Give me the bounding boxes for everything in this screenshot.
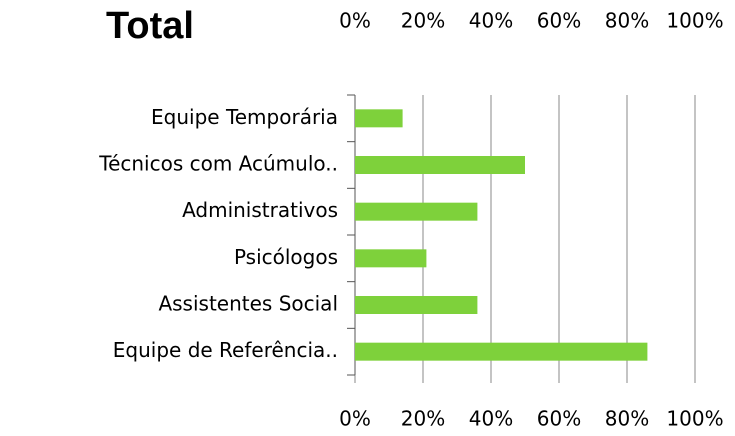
y-tick-label: Técnicos com Acúmulo.. (98, 152, 338, 176)
bar (355, 156, 525, 174)
x-tick-label-top: 60% (537, 9, 581, 33)
y-tick-label: Administrativos (182, 198, 338, 222)
x-tick-label-bottom: 40% (469, 407, 513, 431)
bar (355, 342, 648, 361)
bar (355, 202, 478, 221)
x-tick-label-top: 80% (605, 9, 649, 33)
x-tick-label-bottom: 0% (339, 407, 371, 431)
x-tick-label-top: 40% (469, 9, 513, 33)
x-tick-label-bottom: 100% (666, 407, 723, 431)
x-tick-label-top: 0% (339, 9, 371, 33)
y-tick-label: Psicólogos (234, 245, 338, 269)
x-tick-label-top: 20% (401, 9, 445, 33)
x-tick-label-bottom: 20% (401, 407, 445, 431)
chart-title: Total (106, 5, 194, 47)
y-tick-label: Equipe de Referência.. (113, 338, 338, 362)
bar (355, 109, 403, 128)
bar (355, 249, 427, 268)
y-tick-label: Equipe Temporária (151, 105, 338, 129)
x-tick-label-bottom: 80% (605, 407, 649, 431)
bar (355, 296, 478, 314)
y-tick-label: Assistentes Social (158, 292, 338, 316)
x-tick-label-bottom: 60% (537, 407, 581, 431)
x-tick-label-top: 100% (666, 9, 723, 33)
